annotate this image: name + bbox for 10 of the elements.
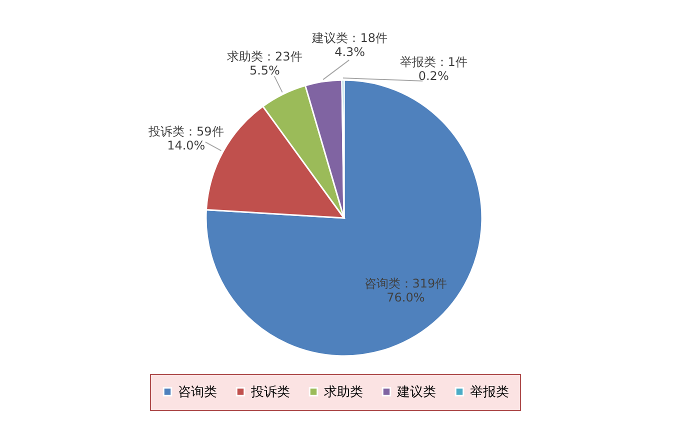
legend-label: 投诉类 (250, 384, 290, 400)
data-label: 求助类：23件 5.5% (227, 49, 302, 78)
legend-label: 举报类 (470, 384, 509, 400)
legend-label: 求助类 (324, 384, 363, 400)
data-label: 咨询类：319件 76.0% (364, 276, 448, 305)
legend-label: 建议类 (396, 384, 436, 400)
data-label: 投诉类：59件 14.0% (147, 124, 224, 153)
data-label: 举报类：1件 0.2% (400, 54, 468, 83)
legend-label: 咨询类 (178, 384, 217, 400)
data-label: 建议类：18件 4.3% (311, 31, 388, 60)
